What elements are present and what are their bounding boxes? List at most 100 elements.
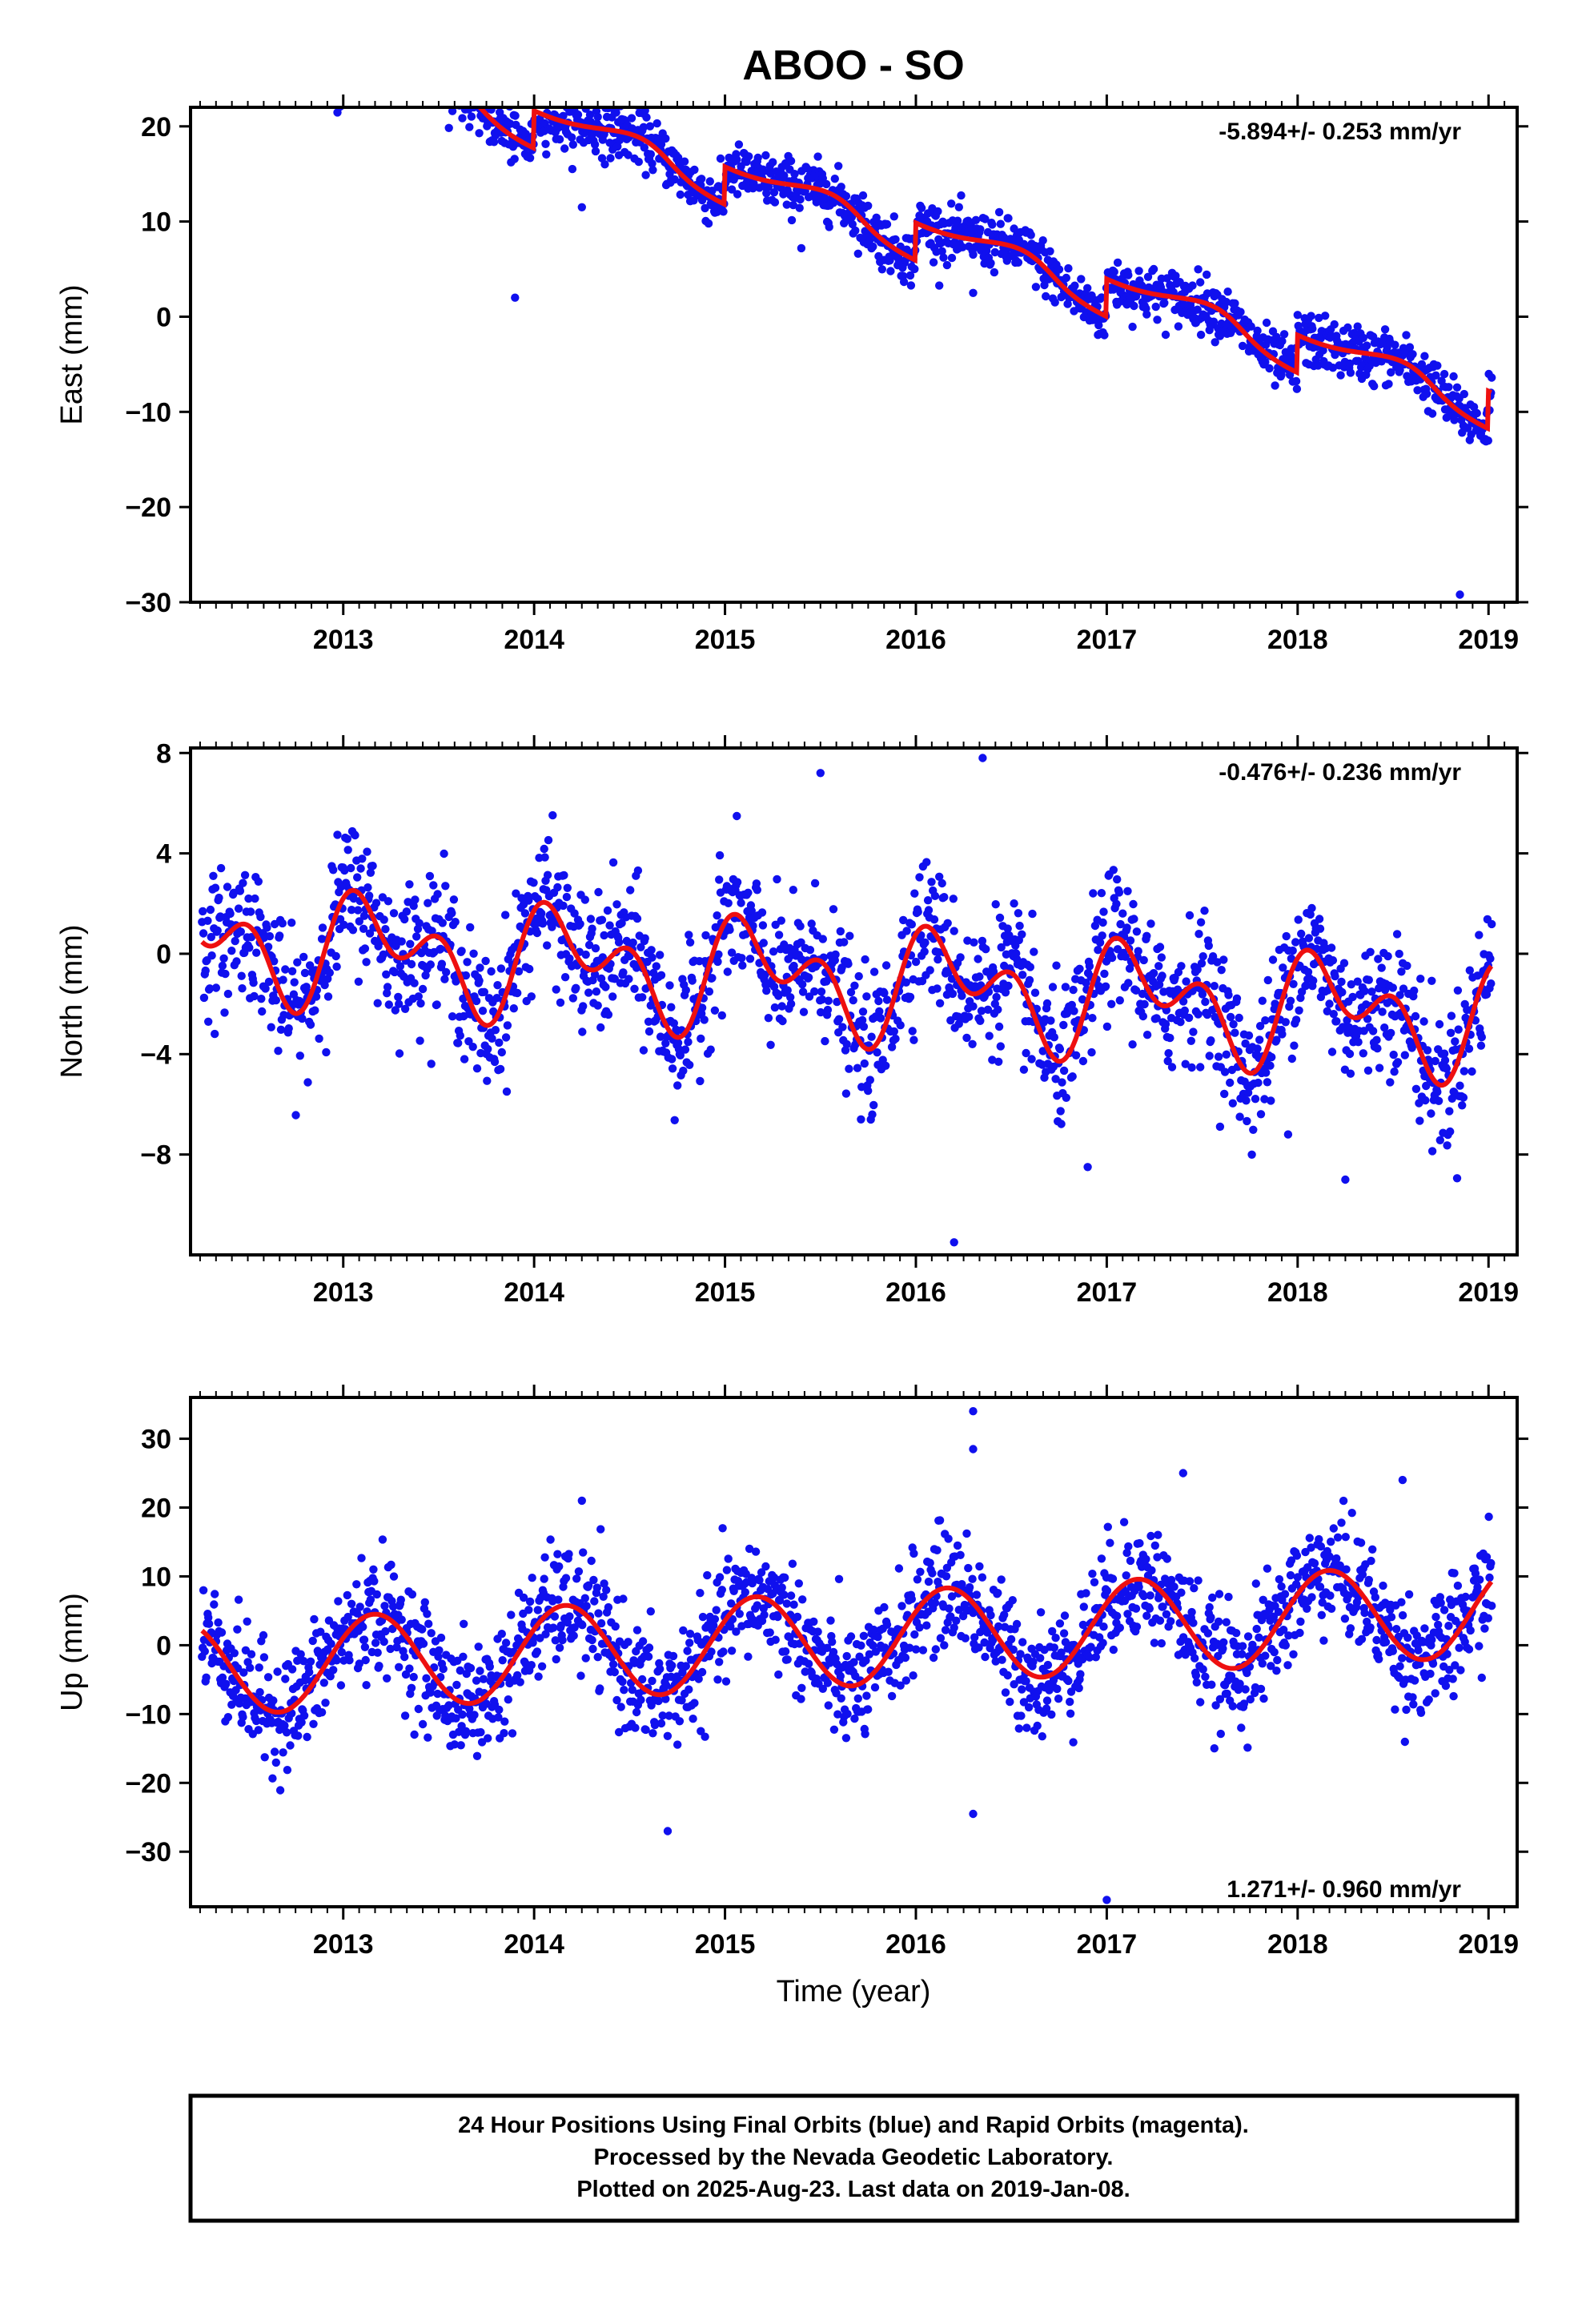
data-point [721, 1677, 731, 1686]
data-point [402, 907, 412, 916]
data-point [1178, 997, 1188, 1006]
data-point [408, 63, 416, 71]
data-point [744, 1652, 753, 1661]
data-point [246, 907, 255, 916]
data-point [323, 992, 333, 1001]
data-point [267, 1023, 275, 1031]
data-point [1213, 958, 1222, 967]
data-point [303, 1078, 312, 1087]
data-point [433, 54, 441, 62]
data-point [231, 9, 239, 17]
data-point [701, 203, 709, 213]
data-point [442, 77, 450, 85]
data-point [252, 1716, 261, 1726]
data-point [317, 77, 325, 85]
data-point [1064, 263, 1073, 273]
data-point [299, 1657, 308, 1666]
data-point [541, 139, 550, 148]
data-point [514, 967, 524, 976]
data-point [394, 70, 402, 78]
data-point [793, 1612, 802, 1622]
data-point [568, 164, 577, 174]
data-point [551, 1636, 560, 1645]
data-point [390, 967, 400, 977]
data-point [738, 961, 747, 970]
data-point [287, 53, 295, 61]
data-point [631, 1723, 640, 1732]
data-point [1267, 1096, 1275, 1105]
data-point [349, 894, 358, 903]
data-point [320, 76, 328, 84]
data-point [786, 993, 795, 1002]
data-point [889, 1027, 899, 1036]
data-point [1289, 979, 1298, 989]
data-point [584, 940, 594, 950]
data-point [298, 46, 306, 54]
data-point [869, 242, 877, 251]
data-point [261, 984, 270, 993]
data-point [200, 1647, 209, 1656]
data-point [481, 93, 489, 101]
data-point [420, 1598, 429, 1607]
data-point [432, 1000, 441, 1009]
data-point [848, 219, 857, 229]
x-tick-label: 2017 [1077, 625, 1138, 655]
data-point [214, 4, 222, 12]
data-point [278, 919, 287, 928]
data-point [648, 1729, 657, 1738]
data-point [612, 1695, 621, 1705]
data-point [1288, 946, 1297, 955]
data-point [1030, 988, 1040, 997]
data-point [1443, 1141, 1452, 1150]
data-point [1139, 955, 1148, 965]
data-point [612, 900, 621, 909]
data-point [1107, 999, 1116, 1009]
data-point [416, 70, 424, 78]
data-point [752, 879, 761, 888]
data-point [994, 1005, 1002, 1014]
data-point [414, 992, 423, 1001]
data-point [837, 183, 845, 191]
data-point [420, 61, 428, 69]
data-point [831, 950, 840, 959]
data-point [1446, 1028, 1456, 1038]
data-point [207, 7, 215, 15]
data-point [1315, 924, 1325, 933]
data-point [1291, 938, 1300, 947]
data-point [810, 879, 820, 888]
data-point [304, 73, 312, 81]
data-point [640, 934, 649, 943]
data-point [729, 1586, 738, 1596]
data-point [654, 1696, 663, 1706]
data-point [1068, 1072, 1077, 1081]
data-point [527, 992, 536, 1001]
data-point [1070, 281, 1079, 290]
data-point [689, 1715, 697, 1723]
data-point [642, 113, 651, 122]
data-point [1097, 293, 1106, 302]
data-point [1030, 947, 1038, 956]
data-point [1295, 1006, 1303, 1015]
data-point [1163, 1056, 1172, 1066]
data-point [253, 2, 261, 10]
data-point [541, 1630, 550, 1638]
data-point [1242, 1096, 1251, 1105]
data-point [400, 1652, 409, 1662]
data-point [899, 277, 909, 287]
data-point [496, 1064, 505, 1074]
data-point [446, 76, 454, 84]
data-point [1359, 333, 1368, 343]
data-point [1400, 1051, 1410, 1059]
data-point [576, 919, 584, 929]
data-point [456, 81, 464, 89]
data-point [395, 999, 404, 1008]
data-point [548, 810, 557, 820]
data-point [219, 0, 227, 4]
data-point [939, 253, 948, 262]
data-point [293, 1656, 302, 1665]
data-point [355, 1659, 363, 1668]
data-point [364, 52, 372, 60]
data-point [344, 62, 352, 70]
data-point [834, 162, 843, 171]
